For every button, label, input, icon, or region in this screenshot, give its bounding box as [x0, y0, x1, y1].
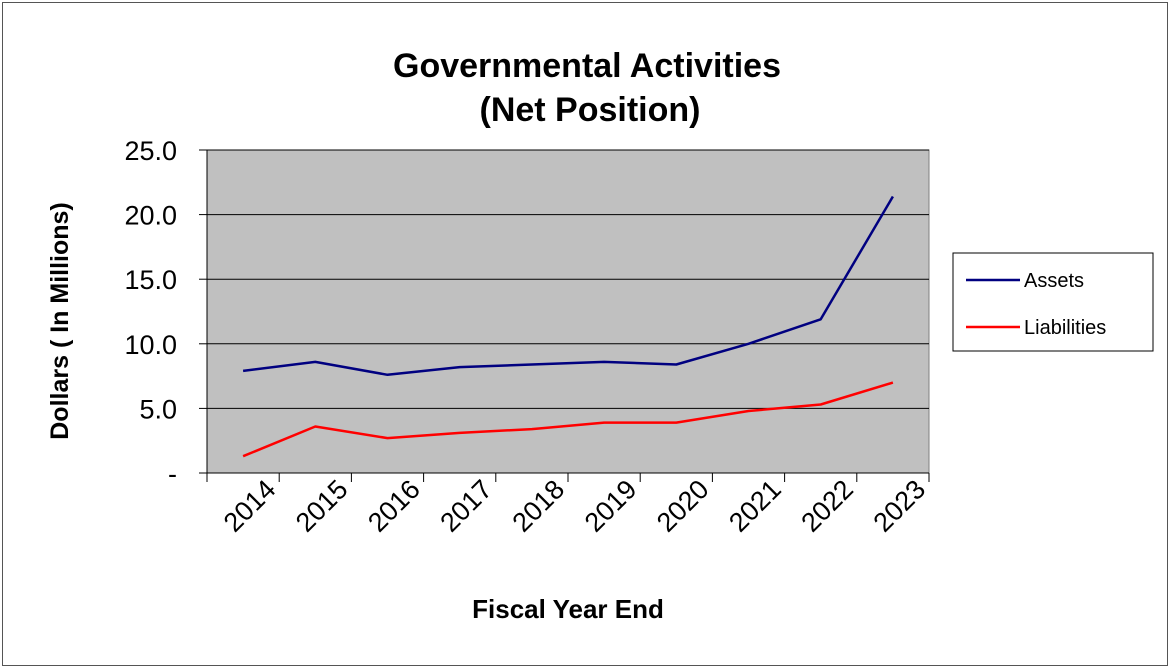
legend-box [952, 252, 1154, 352]
legend-label-assets: Assets [1024, 270, 1084, 292]
chart-subtitle: (Net Position) [480, 91, 701, 129]
x-tick-label: 2017 [434, 474, 498, 538]
series-line-liabilities [242, 381, 894, 458]
y-tick-label: 5.0 [139, 394, 177, 424]
x-tick-label: 2020 [651, 474, 715, 538]
x-tick-labels: 2014 2015 2016 2017 2018 2019 2020 2021 2022 2023 [218, 474, 931, 538]
legend: Assets Liabilities [952, 252, 1154, 352]
x-tick-label: 2023 [868, 474, 932, 538]
x-tick-label: 2022 [795, 474, 859, 538]
y-tick-label: 20.0 [124, 201, 177, 231]
x-axis-label: Fiscal Year End [472, 594, 664, 624]
y-tick-label: 25.0 [124, 136, 177, 166]
x-tick-label: 2018 [507, 474, 571, 538]
y-axis-label: Dollars ( In Millions) [46, 202, 74, 440]
x-tick-label: 2014 [218, 474, 282, 538]
plot-area [206, 149, 930, 474]
series-lines [242, 195, 894, 458]
chart-title: Governmental Activities [393, 47, 781, 85]
legend-label-liabilities: Liabilities [1024, 317, 1106, 339]
gridlines [207, 149, 929, 409]
x-tick-label: 2016 [362, 474, 426, 538]
axes [199, 149, 930, 482]
x-tick-label: 2019 [579, 474, 643, 538]
series-line-assets [242, 195, 894, 377]
y-tick-label: 15.0 [124, 265, 177, 295]
x-tick-label: 2015 [290, 474, 354, 538]
y-tick-labels: - 5.0 10.0 15.0 20.0 25.0 [124, 136, 177, 489]
y-tick-label: - [168, 459, 177, 489]
y-tick-label: 10.0 [124, 330, 177, 360]
x-tick-label: 2021 [723, 474, 787, 538]
